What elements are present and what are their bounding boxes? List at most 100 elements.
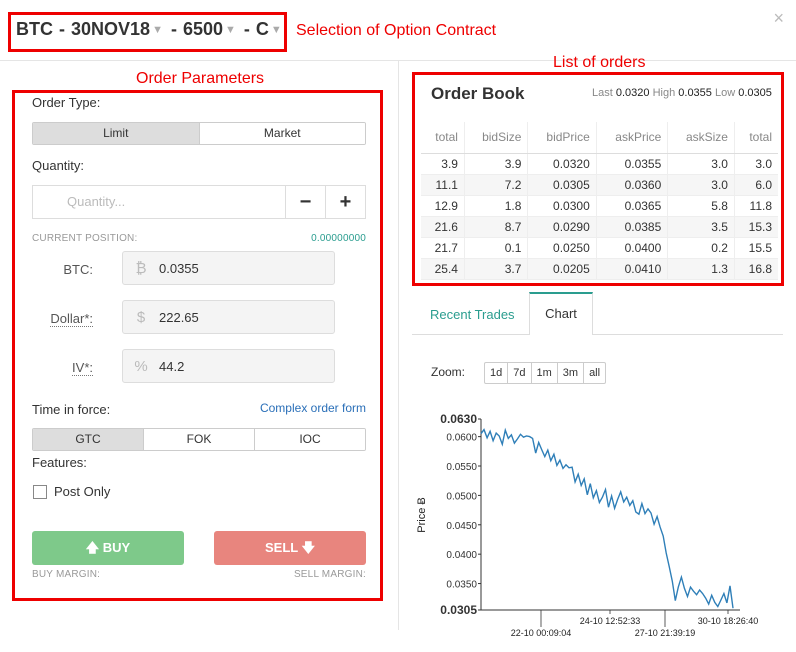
bid-price-cell[interactable]: 0.0250	[527, 237, 597, 259]
complex-order-form-link[interactable]: Complex order form	[259, 401, 366, 415]
column-header: bidSize	[464, 122, 529, 154]
column-header: askPrice	[596, 122, 669, 154]
ask-price-cell[interactable]: 0.0385	[596, 216, 669, 238]
underlying-select[interactable]: BTC	[16, 19, 53, 39]
features-label: Features:	[32, 455, 87, 470]
quantity-label: Quantity:	[32, 158, 85, 173]
ask-total-cell: 11.8	[734, 195, 778, 217]
ask-size-cell: 3.0	[667, 153, 735, 175]
ask-total-cell: 16.8	[734, 258, 778, 280]
y-axis-label: Price Ƀ	[416, 497, 428, 532]
y-tick-label: 0.0600	[446, 433, 477, 444]
contract-annotation-box	[8, 12, 287, 52]
bid-price-cell[interactable]: 0.0320	[527, 153, 597, 175]
ask-total-cell: 3.0	[734, 153, 778, 175]
tif-gtc[interactable]: GTC	[33, 429, 144, 450]
tif-fok[interactable]: FOK	[144, 429, 255, 450]
zoom-3m-button[interactable]: 3m	[558, 363, 585, 383]
table-row[interactable]: 21.6 8.7 0.0290 0.0385 3.5 15.3	[421, 216, 778, 238]
ask-total-cell: 15.5	[734, 237, 778, 259]
dollar-icon: $	[136, 308, 146, 326]
bid-price-cell[interactable]: 0.0300	[527, 195, 597, 217]
bid-size-cell: 7.2	[464, 174, 529, 196]
option-type-select[interactable]: C	[255, 19, 269, 39]
percent-icon: %	[134, 357, 148, 375]
buy-button[interactable]: 🡅 BUY	[32, 531, 184, 565]
chevron-down-icon[interactable]: ▼	[270, 23, 282, 36]
current-position-label: CURRENT POSITION:	[32, 233, 138, 244]
dollar-value: 222.65	[159, 309, 199, 325]
bid-size-cell: 3.7	[464, 258, 529, 280]
high-value: 0.0355	[678, 87, 712, 99]
zoom-all-button[interactable]: all	[589, 367, 601, 379]
table-row[interactable]: 11.1 7.2 0.0305 0.0360 3.0 6.0	[421, 174, 778, 196]
btc-field[interactable]: ₿ 0.0355	[122, 251, 335, 285]
post-only-checkbox[interactable]	[33, 485, 47, 499]
ask-price-cell[interactable]: 0.0400	[596, 237, 669, 259]
table-row[interactable]: 12.9 1.8 0.0300 0.0365 5.8 11.8	[421, 195, 778, 217]
arrow-up-icon: 🡅	[85, 540, 100, 555]
y-tick-label: 0.0450	[446, 521, 477, 532]
bid-total-cell: 21.6	[421, 216, 465, 238]
iv-label-text: IV*:	[72, 360, 93, 376]
bid-total-cell: 21.7	[421, 237, 465, 259]
dollar-label-text: Dollar*:	[50, 311, 93, 327]
y-tick-label: 0.0550	[446, 462, 477, 473]
strike-select[interactable]: 6500	[182, 19, 223, 39]
ask-total-cell: 15.3	[734, 216, 778, 238]
zoom-1m-button[interactable]: 1m	[532, 363, 558, 383]
ask-size-cell: 3.0	[667, 174, 735, 196]
iv-value: 44.2	[159, 358, 185, 374]
order-type-label: Order Type:	[32, 95, 101, 110]
minus-button[interactable]: −	[285, 186, 325, 218]
x-tick-label: 30-10 18:26:40	[698, 616, 759, 626]
bid-total-cell: 11.1	[421, 174, 465, 196]
bid-price-cell[interactable]: 0.0205	[527, 258, 597, 280]
order-book-annotation-box	[412, 72, 784, 286]
table-row[interactable]: 25.4 3.7 0.0205 0.0410 1.3 16.8	[421, 258, 778, 280]
current-position-value: 0.00000000	[311, 233, 366, 244]
ask-price-cell[interactable]: 0.0365	[596, 195, 669, 217]
order-type-market[interactable]: Market	[199, 123, 365, 144]
order-type-toggle: Limit Market	[32, 122, 366, 145]
ask-price-cell[interactable]: 0.0410	[596, 258, 669, 280]
post-only-label[interactable]: Post Only	[54, 484, 111, 499]
btc-label: BTC:	[63, 262, 93, 277]
low-label: Low	[714, 87, 736, 99]
sell-button-label: SELL	[265, 540, 298, 555]
buy-button-label: BUY	[102, 540, 131, 555]
low-value: 0.0305	[738, 87, 772, 99]
iv-field[interactable]: % 44.2	[122, 349, 335, 383]
chevron-down-icon[interactable]: ▼	[152, 23, 163, 36]
tab-chart[interactable]: Chart	[529, 292, 593, 335]
close-icon[interactable]: ×	[773, 8, 784, 28]
order-parameters-annotation: Order Parameters	[136, 70, 265, 87]
quantity-stepper: Quantity... − +	[32, 185, 366, 219]
list-of-orders-annotation: List of orders	[553, 54, 646, 71]
zoom-1d-button[interactable]: 1d	[485, 363, 509, 383]
dollar-field[interactable]: $ 222.65	[122, 300, 335, 334]
time-in-force-toggle: GTC FOK IOC	[32, 428, 366, 451]
bitcoin-icon: ₿	[135, 259, 147, 277]
ask-total-cell: 6.0	[734, 174, 778, 196]
ask-size-cell: 3.5	[667, 216, 735, 238]
order-parameters-annotation-box	[12, 90, 383, 601]
ask-price-cell[interactable]: 0.0360	[596, 174, 669, 196]
bid-size-cell: 1.8	[464, 195, 529, 217]
table-row[interactable]: 21.7 0.1 0.0250 0.0400 0.2 15.5	[421, 237, 778, 259]
ask-price-cell[interactable]: 0.0355	[596, 153, 669, 175]
bid-price-cell[interactable]: 0.0305	[527, 174, 597, 196]
table-row[interactable]: 3.9 3.9 0.0320 0.0355 3.0 3.0	[421, 153, 778, 175]
expiry-select[interactable]: 30NOV18	[71, 19, 151, 39]
order-type-limit[interactable]: Limit	[33, 123, 200, 144]
chevron-down-icon[interactable]: ▼	[225, 23, 236, 36]
zoom-7d-button[interactable]: 7d	[508, 363, 532, 383]
plus-button[interactable]: +	[325, 186, 365, 218]
tab-recent-trades[interactable]: Recent Trades	[430, 307, 515, 322]
bid-price-cell[interactable]: 0.0290	[527, 216, 597, 238]
tif-ioc[interactable]: IOC	[255, 429, 365, 450]
quantity-input[interactable]: Quantity...	[67, 194, 126, 209]
bid-total-cell: 25.4	[421, 258, 465, 280]
sell-button[interactable]: SELL 🡇	[214, 531, 366, 565]
